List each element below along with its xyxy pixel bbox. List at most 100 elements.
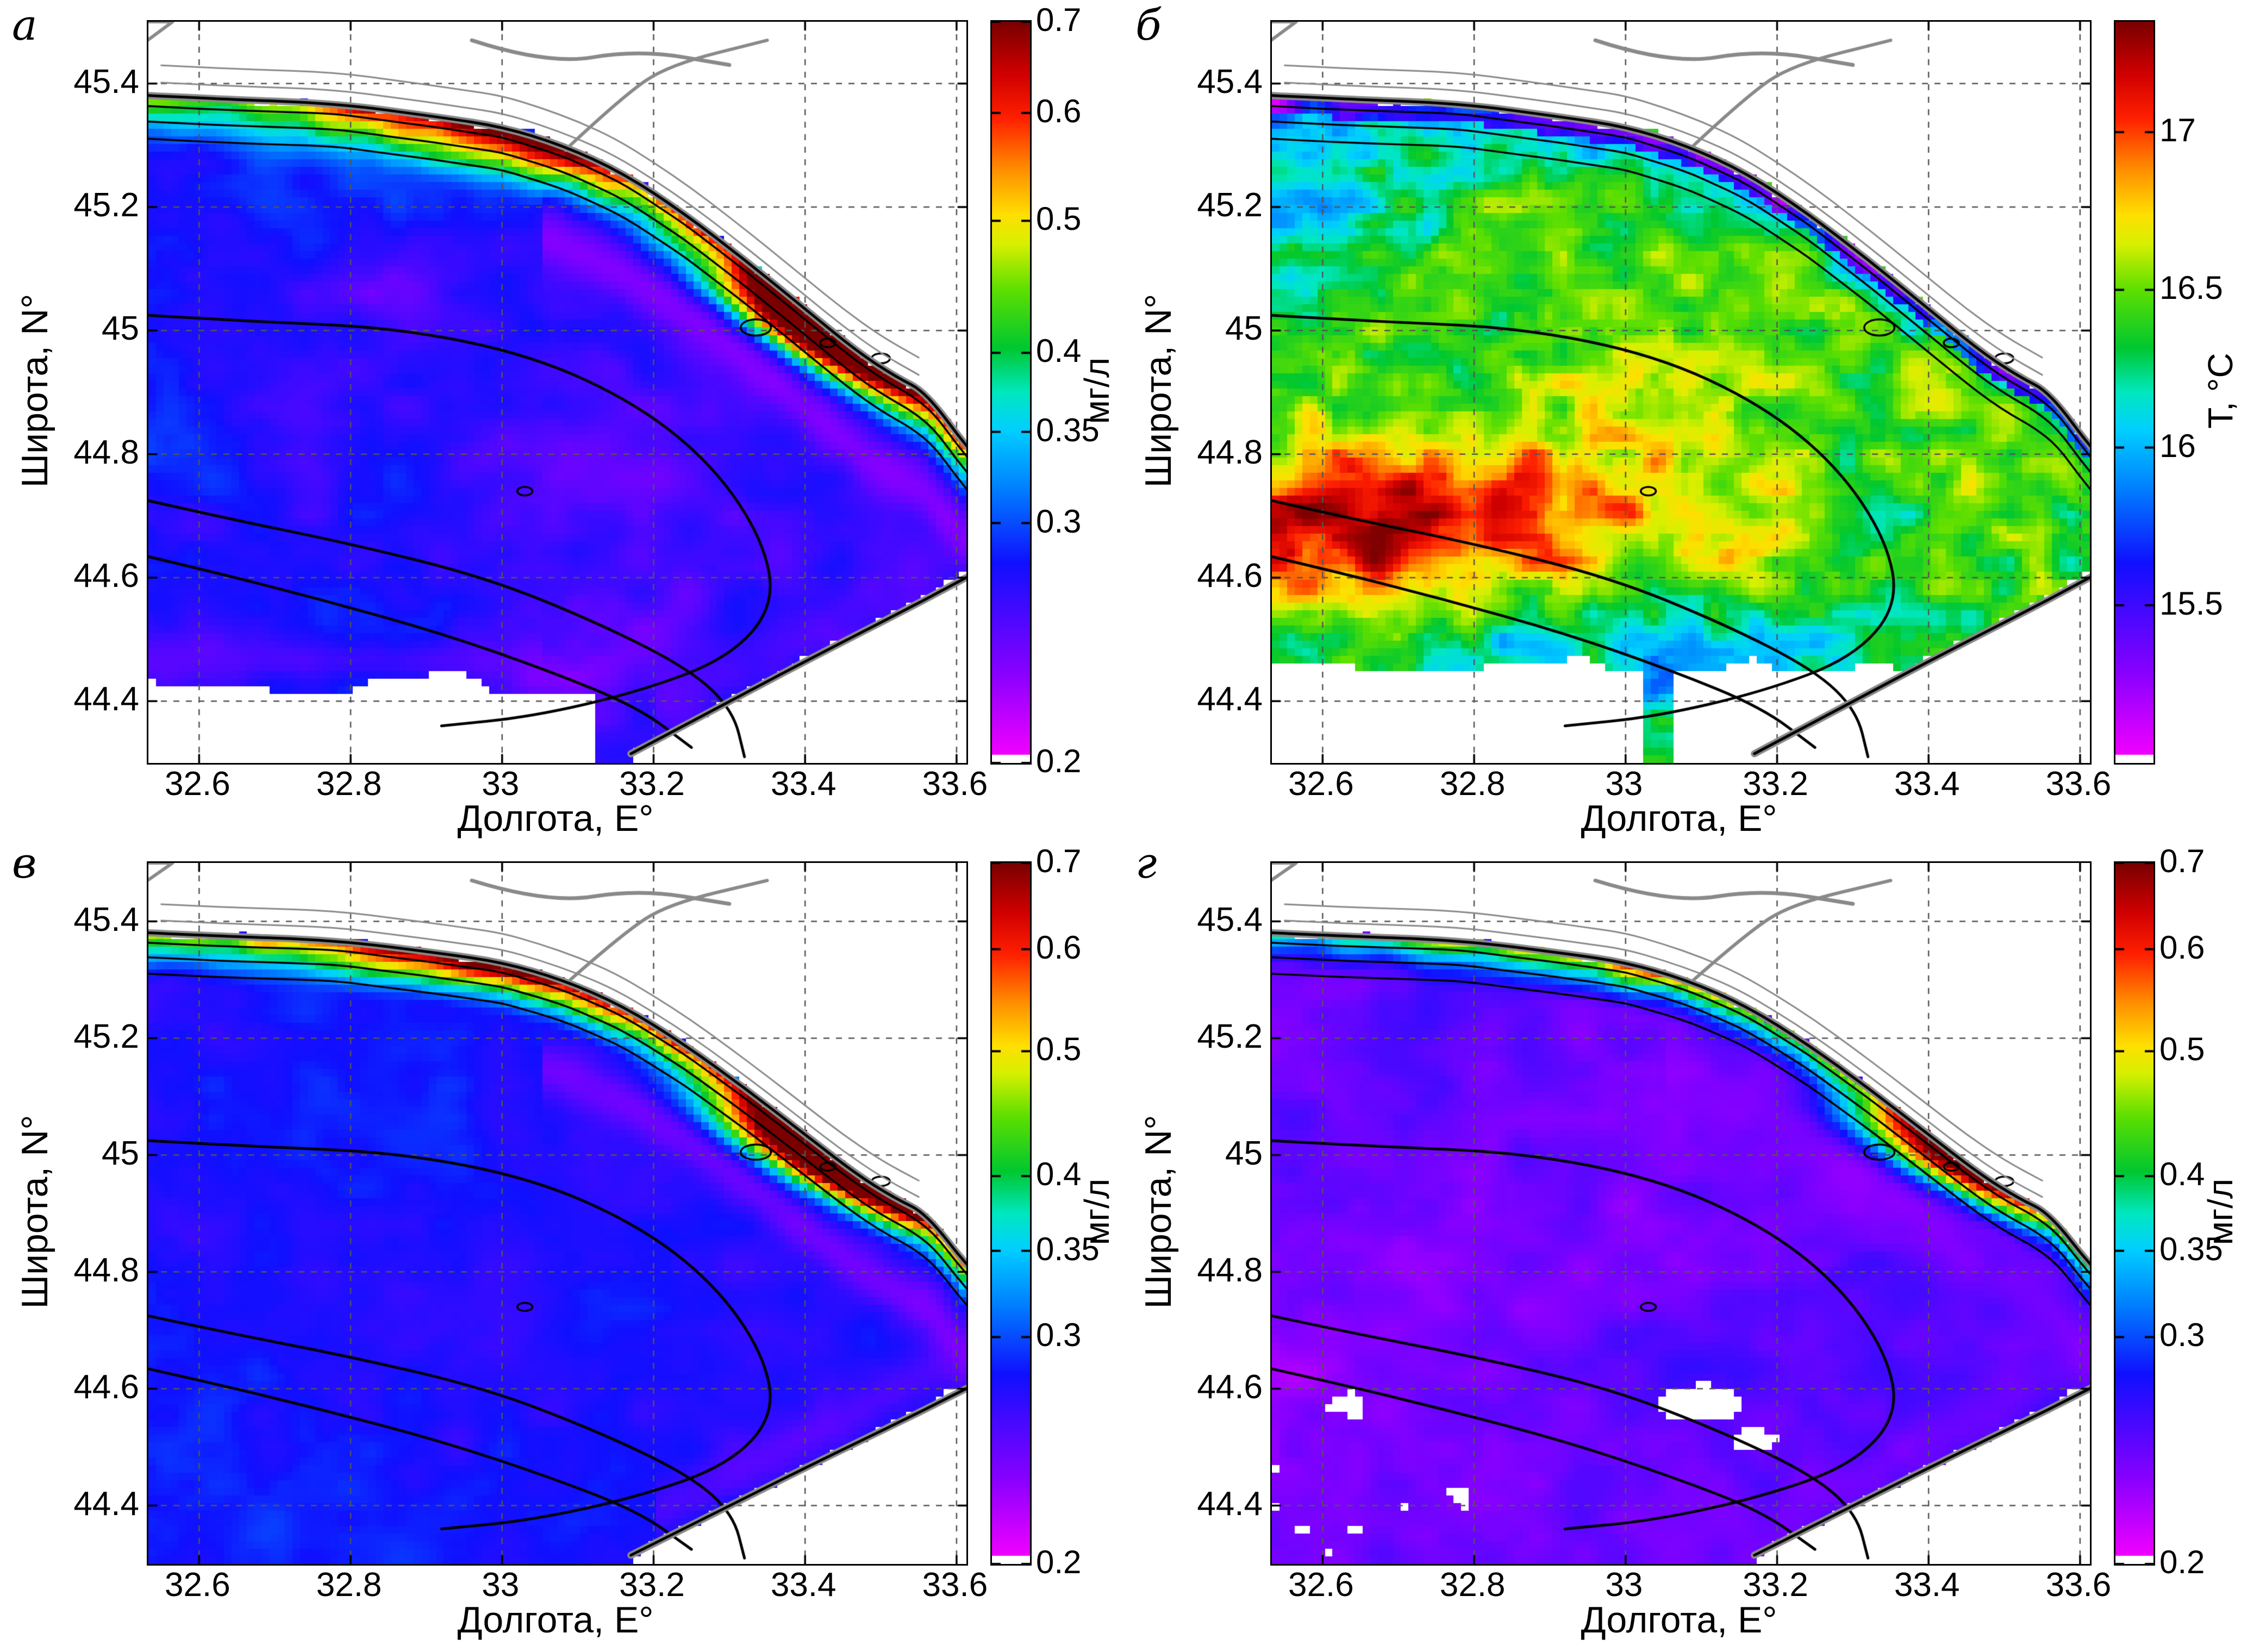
colorbar-tick-label: 0.5 xyxy=(1036,201,1082,237)
colorbar-tick-label: 0.6 xyxy=(1036,92,1082,129)
colorbar-tick-label: 0.4 xyxy=(1036,1156,1082,1193)
colorbar-v xyxy=(990,861,1032,1566)
x-tick-label: 33 xyxy=(1605,765,1643,803)
y-tick-label: 44.4 xyxy=(1197,680,1263,718)
y-tick-label: 44.4 xyxy=(73,1485,139,1523)
y-axis-label: Широта, N° xyxy=(1138,1115,1179,1309)
x-tick-label: 32.8 xyxy=(316,765,382,803)
map-canvas-v xyxy=(148,863,966,1564)
y-tick-label: 44.4 xyxy=(1197,1485,1263,1523)
y-tick-label: 44.8 xyxy=(1197,433,1263,471)
y-tick-label: 45.4 xyxy=(1197,900,1263,938)
colorbar-tick-label: 0.35 xyxy=(1036,1230,1100,1267)
colorbar-tick-label: 0.2 xyxy=(1036,1544,1082,1580)
colorbar-tick-label: 15.5 xyxy=(2159,585,2223,622)
x-tick-label: 33 xyxy=(1605,1566,1643,1604)
panel-g: г Широта, N° Долгота, E° мг/л 32.6 32.8 33… xyxy=(1124,826,2247,1652)
x-axis-label: Долгота, E° xyxy=(1581,798,1777,839)
colorbar-tick-label: 0.3 xyxy=(1036,503,1082,540)
x-axis-label: Долгота, E° xyxy=(1581,1599,1777,1641)
x-tick-label: 33.4 xyxy=(770,1566,837,1604)
y-tick-label: 44.6 xyxy=(73,557,139,595)
colorbar-tick-label: 0.4 xyxy=(2159,1156,2205,1193)
x-tick-label: 32.6 xyxy=(165,765,230,803)
x-tick-label: 33.4 xyxy=(770,765,837,803)
x-tick-label: 32.6 xyxy=(165,1566,230,1604)
x-tick-label: 33.2 xyxy=(619,765,685,803)
colorbar-canvas-a xyxy=(992,22,1030,763)
x-tick-label: 33.2 xyxy=(1743,765,1808,803)
map-plot-b xyxy=(1270,20,2092,765)
map-plot-g xyxy=(1270,861,2092,1566)
y-tick-label: 44.8 xyxy=(1197,1251,1263,1289)
x-tick-label: 32.6 xyxy=(1288,765,1354,803)
colorbar-tick-label: 0.5 xyxy=(2159,1031,2205,1068)
x-tick-label: 33.6 xyxy=(2045,1566,2112,1604)
colorbar-tick-label: 0.7 xyxy=(2159,843,2205,879)
colorbar-tick-label: 0.3 xyxy=(2159,1317,2205,1354)
y-tick-label: 45 xyxy=(1225,310,1263,348)
panel-v: в Широта, N° Долгота, E° мг/л 32.6 32.8 33… xyxy=(0,826,1124,1652)
map-canvas-a xyxy=(148,22,966,763)
y-tick-label: 44.8 xyxy=(73,433,139,471)
x-tick-label: 33.6 xyxy=(922,765,988,803)
map-plot-a xyxy=(147,20,968,765)
x-axis-label: Долгота, E° xyxy=(457,798,654,839)
y-tick-label: 45.2 xyxy=(1197,1017,1263,1055)
map-canvas-b xyxy=(1272,22,2090,763)
colorbar-unit-b: T, °C xyxy=(2201,353,2240,429)
map-canvas-g xyxy=(1272,863,2090,1564)
y-tick-label: 44.6 xyxy=(73,1368,139,1406)
x-tick-label: 33 xyxy=(482,765,520,803)
x-tick-label: 32.6 xyxy=(1288,1566,1354,1604)
colorbar-g xyxy=(2114,861,2155,1566)
y-tick-label: 45.2 xyxy=(73,186,139,224)
y-tick-label: 44.6 xyxy=(1197,1368,1263,1406)
x-tick-label: 33.2 xyxy=(619,1566,685,1604)
x-tick-label: 33.4 xyxy=(1894,1566,1960,1604)
x-tick-label: 32.8 xyxy=(316,1566,382,1604)
y-tick-label: 45 xyxy=(102,310,139,348)
panel-g-letter: г xyxy=(1135,839,1157,888)
colorbar-canvas-v xyxy=(992,863,1030,1564)
x-tick-label: 33 xyxy=(482,1566,520,1604)
panel-b-letter: б xyxy=(1135,1,1162,50)
colorbar-tick-label: 0.4 xyxy=(1036,333,1082,370)
colorbar-tick-label: 0.7 xyxy=(1036,2,1082,38)
colorbar-canvas-b xyxy=(2115,22,2154,763)
y-tick-label: 45.4 xyxy=(73,62,139,101)
colorbar-tick-label: 0.6 xyxy=(1036,929,1082,966)
x-tick-label: 33.2 xyxy=(1743,1566,1808,1604)
panel-b: б Широта, N° Долгота, E° T, °C 32.6 32.8 3… xyxy=(1124,0,2247,837)
colorbar-b xyxy=(2114,20,2155,765)
y-tick-label: 44.4 xyxy=(73,680,139,718)
panel-a: а Широта, N° Долгота, E° мг/л 32.6 32.8 33… xyxy=(0,0,1124,837)
map-plot-v xyxy=(147,861,968,1566)
y-tick-label: 45.4 xyxy=(73,900,139,938)
y-tick-label: 44.6 xyxy=(1197,557,1263,595)
colorbar-a xyxy=(990,20,1032,765)
x-axis-label: Долгота, E° xyxy=(457,1599,654,1641)
x-tick-label: 32.8 xyxy=(1439,765,1506,803)
x-tick-label: 33.6 xyxy=(2045,765,2112,803)
y-axis-label: Широта, N° xyxy=(14,293,55,488)
colorbar-tick-label: 0.35 xyxy=(1036,411,1100,448)
y-axis-label: Широта, N° xyxy=(14,1115,55,1309)
x-tick-label: 33.4 xyxy=(1894,765,1960,803)
colorbar-tick-label: 0.2 xyxy=(1036,743,1082,779)
y-tick-label: 44.8 xyxy=(73,1251,139,1289)
y-tick-label: 45.2 xyxy=(73,1017,139,1055)
colorbar-tick-label: 0.7 xyxy=(1036,843,1082,879)
colorbar-tick-label: 0.3 xyxy=(1036,1317,1082,1354)
panel-v-letter: в xyxy=(12,839,37,888)
y-tick-label: 45 xyxy=(1225,1134,1263,1172)
colorbar-tick-label: 0.5 xyxy=(1036,1031,1082,1068)
colorbar-canvas-g xyxy=(2115,863,2154,1564)
y-axis-label: Широта, N° xyxy=(1138,293,1179,488)
x-tick-label: 32.8 xyxy=(1439,1566,1506,1604)
colorbar-tick-label: 0.6 xyxy=(2159,929,2205,966)
colorbar-tick-label: 0.35 xyxy=(2159,1230,2223,1267)
y-tick-label: 45.2 xyxy=(1197,186,1263,224)
x-tick-label: 33.6 xyxy=(922,1566,988,1604)
